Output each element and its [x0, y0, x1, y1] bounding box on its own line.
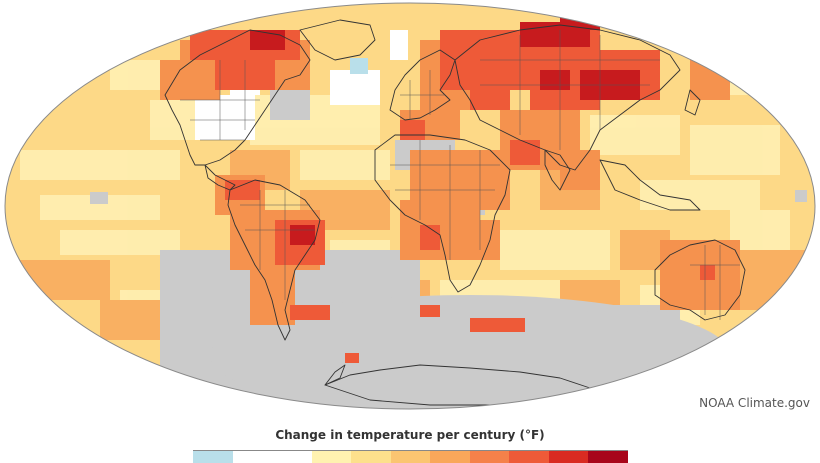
legend-title: Change in temperature per century (°F) [275, 428, 545, 442]
legend-swatch [193, 451, 233, 463]
pale-bands [20, 55, 790, 325]
north-america-outline [164, 29, 311, 166]
credit-text: NOAA Climate.gov [699, 396, 810, 410]
legend-swatch [548, 451, 589, 463]
legend-swatch [272, 451, 312, 463]
legend-color-bar [193, 450, 629, 463]
central-america-outline [204, 164, 236, 191]
europe-outline [389, 49, 456, 121]
legend-swatch [469, 451, 510, 463]
legend-swatch [390, 451, 431, 463]
legend-swatch [430, 451, 470, 463]
world-map [4, 2, 816, 410]
legend-swatch [509, 451, 549, 463]
cold-patch [350, 58, 368, 74]
continent-outlines [164, 19, 746, 406]
australia-outline [654, 239, 746, 321]
legend-swatch [311, 451, 352, 463]
globe-outline [4, 2, 816, 410]
asia-outline [454, 24, 681, 171]
legend-swatch [351, 451, 391, 463]
south-america-outline [227, 179, 321, 341]
legend-swatch [588, 451, 629, 463]
japan-outline [684, 89, 701, 116]
legend-swatch [232, 451, 273, 463]
map-area [4, 2, 816, 410]
greenland-outline [299, 19, 376, 61]
se-asia-outline [599, 159, 701, 211]
antarctic-peninsula-outline [324, 364, 346, 386]
india-outline [544, 149, 571, 191]
africa-outline [374, 134, 511, 293]
border-lines [180, 30, 740, 320]
antarctica-outline [324, 364, 591, 406]
